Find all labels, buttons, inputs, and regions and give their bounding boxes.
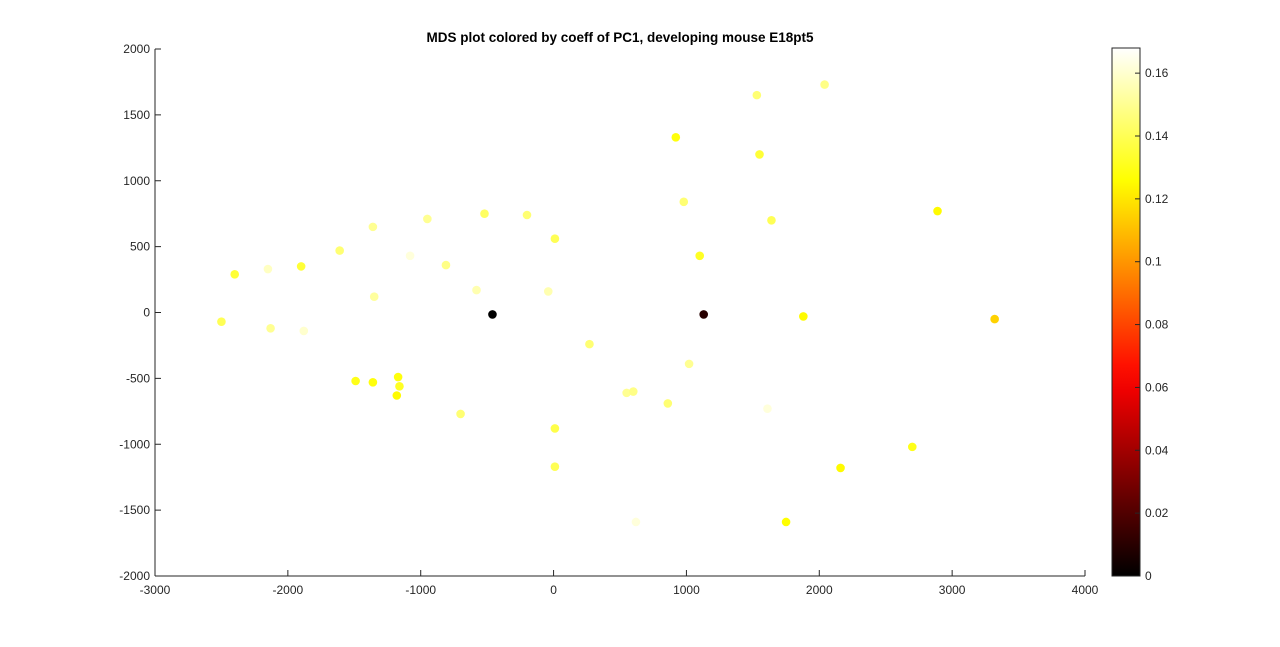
data-point bbox=[263, 264, 273, 274]
y-tick-label: 1500 bbox=[123, 108, 150, 122]
data-point bbox=[480, 209, 489, 218]
data-point bbox=[799, 312, 808, 321]
data-point bbox=[543, 287, 553, 296]
data-point bbox=[820, 80, 829, 89]
data-point bbox=[622, 388, 631, 398]
data-point bbox=[472, 285, 481, 295]
data-point bbox=[405, 251, 415, 261]
data-point bbox=[679, 197, 689, 207]
y-tick-label: 2000 bbox=[123, 42, 150, 56]
data-point bbox=[781, 517, 791, 527]
colorbar-tick-label: 0.08 bbox=[1145, 318, 1169, 332]
data-point bbox=[550, 462, 560, 471]
colorbar-tick-label: 0.12 bbox=[1145, 192, 1169, 206]
data-point bbox=[351, 376, 360, 386]
data-point bbox=[907, 442, 917, 452]
data-point bbox=[550, 424, 560, 433]
colorbar-tick-label: 0.14 bbox=[1145, 129, 1169, 143]
x-tick-label: 3000 bbox=[939, 583, 966, 597]
data-point bbox=[663, 399, 673, 408]
chart-title: MDS plot colored by coeff of PC1, develo… bbox=[426, 30, 814, 45]
data-point bbox=[699, 310, 708, 319]
plot-area: -3000 -2000 -1000 0 1000 2000 3000 4000-2000-15… bbox=[119, 42, 1098, 597]
data-point bbox=[296, 262, 306, 271]
y-tick-label: -1500 bbox=[119, 503, 150, 517]
data-point bbox=[441, 260, 451, 270]
data-point bbox=[684, 359, 694, 369]
colorbar-tick-label: 0.06 bbox=[1145, 380, 1169, 394]
data-point bbox=[836, 463, 845, 473]
data-point bbox=[368, 222, 378, 232]
colorbar-tick-label: 0.1 bbox=[1145, 255, 1162, 269]
colorbar: 0 0.02 0.04 0.06 0.08 0.1 0.12 0.14 0.16 bbox=[1111, 47, 1169, 583]
data-point bbox=[299, 326, 309, 336]
colorbar-tick-label: 0.16 bbox=[1145, 66, 1169, 80]
y-tick-label: -2000 bbox=[119, 569, 150, 583]
data-point bbox=[990, 314, 999, 324]
data-point bbox=[585, 339, 594, 349]
data-point bbox=[423, 214, 432, 224]
colorbar-tick-label: 0.02 bbox=[1145, 506, 1169, 520]
x-tick-label: 4000 bbox=[1072, 583, 1099, 597]
data-point bbox=[392, 391, 402, 400]
data-point bbox=[369, 292, 379, 301]
colorbar-tick-label: 0 bbox=[1145, 569, 1152, 583]
y-tick-label: -500 bbox=[126, 371, 150, 385]
data-point bbox=[266, 324, 275, 333]
colorbar-strip bbox=[1111, 47, 1141, 577]
data-point bbox=[217, 317, 226, 327]
data-point bbox=[395, 381, 404, 391]
data-point bbox=[763, 404, 772, 413]
data-point bbox=[671, 132, 681, 142]
x-tick-label: -3000 bbox=[140, 583, 171, 597]
data-point bbox=[933, 206, 942, 216]
x-tick-label: -2000 bbox=[273, 583, 304, 597]
data-point bbox=[488, 310, 497, 319]
data-point bbox=[393, 372, 403, 382]
y-tick-label: 1000 bbox=[123, 174, 150, 188]
data-point bbox=[755, 150, 764, 159]
data-point bbox=[550, 234, 560, 244]
y-tick-label: 500 bbox=[130, 240, 150, 254]
data-point bbox=[335, 246, 344, 255]
colorbar-tick-label: 0.04 bbox=[1145, 443, 1169, 457]
x-tick-label: -1000 bbox=[405, 583, 436, 597]
data-point bbox=[456, 409, 465, 419]
data-point bbox=[752, 90, 762, 100]
data-point bbox=[767, 215, 776, 225]
data-point bbox=[368, 378, 378, 387]
data-point bbox=[230, 269, 240, 279]
y-tick-label: -1000 bbox=[119, 437, 150, 451]
data-point bbox=[522, 210, 532, 220]
x-tick-label: 2000 bbox=[806, 583, 833, 597]
data-point bbox=[695, 251, 705, 261]
data-point bbox=[628, 387, 638, 396]
x-tick-label: 0 bbox=[550, 583, 557, 597]
data-point bbox=[631, 517, 641, 527]
y-tick-label: 0 bbox=[143, 306, 150, 320]
x-tick-label: 1000 bbox=[673, 583, 700, 597]
